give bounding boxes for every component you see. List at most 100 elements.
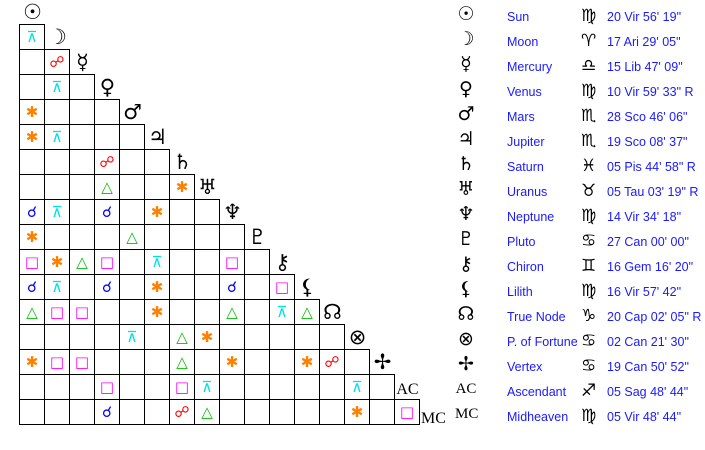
square-icon: □ <box>74 302 90 321</box>
planet-row: AC Ascendant ♐ 05 Sag 48' 44" <box>450 375 705 401</box>
aspect-cell-square: □ <box>394 399 420 425</box>
aspect-cell-sextile: ✱ <box>344 399 370 425</box>
aspect-cell-empty <box>194 224 220 250</box>
planet-row: ☊ True Node ♑ 20 Cap 02' 05" R <box>450 300 705 326</box>
aspect-cell-square: □ <box>44 299 70 325</box>
trine-icon: △ <box>176 352 188 371</box>
mars-icon: ♂ <box>123 100 142 124</box>
sun-icon: ☉ <box>23 0 42 24</box>
aspect-cell-empty <box>194 349 220 375</box>
planet-name: Ascendant <box>507 385 567 399</box>
aspect-cell-quincunx: ⊼ <box>344 374 370 400</box>
planet-row: ♆ Neptune ♍ 14 Vir 34' 18" <box>450 200 705 226</box>
planet-position: 15 Lib 47' 09" <box>607 60 683 74</box>
moon-icon: ☽ <box>457 28 475 50</box>
planet-position: 05 Tau 03' 19" R <box>607 185 699 199</box>
aspect-cell-conjunction: ☌ <box>94 399 120 425</box>
aspect-cell-opposition: ☍ <box>44 49 70 75</box>
aspect-cell-empty <box>69 149 95 175</box>
aspect-cell-sextile: ✱ <box>144 274 170 300</box>
trine-icon: △ <box>126 227 138 246</box>
aspect-cell-square: □ <box>269 274 295 300</box>
quincunx-icon: ⊼ <box>276 302 288 321</box>
aspect-cell-empty <box>119 149 145 175</box>
aspect-cell-empty <box>244 324 270 350</box>
planet-position: 27 Can 00' 00" <box>607 235 689 249</box>
planet-row: ⊗ P. of Fortune ♋ 02 Can 21' 30" <box>450 325 705 351</box>
planet-name: Vertex <box>507 360 543 374</box>
aspect-cell-trine: △ <box>69 249 95 275</box>
quincunx-icon: ⊼ <box>51 202 63 221</box>
aspect-cell-empty <box>144 349 170 375</box>
planet-position: 10 Vir 59' 33" R <box>607 85 694 99</box>
aspect-cell-empty <box>319 324 345 350</box>
aspect-cell-quincunx: ⊼ <box>44 124 70 150</box>
quincunx-icon: ⊼ <box>51 277 63 296</box>
trine-icon: △ <box>226 302 238 321</box>
aspect-cell-opposition: ☍ <box>319 349 345 375</box>
planet-name: Mercury <box>507 60 553 74</box>
planet-row: ♅ Uranus ♉ 05 Tau 03' 19" R <box>450 175 705 201</box>
planet-position: 05 Sag 48' 44" <box>607 385 689 399</box>
aspect-cell-empty <box>69 99 95 125</box>
square-icon: □ <box>274 277 290 296</box>
aspect-cell-empty <box>319 374 345 400</box>
virgo-icon: ♍ <box>581 406 597 426</box>
pisces-icon: ♓ <box>581 156 597 176</box>
sextile-icon: ✱ <box>300 352 314 371</box>
aspect-cell-empty <box>94 324 120 350</box>
planet-position: 16 Vir 57' 42" <box>607 285 682 299</box>
aspect-cell-sextile: ✱ <box>144 199 170 225</box>
aspect-cell-trine: △ <box>294 299 320 325</box>
aspect-cell-empty <box>119 399 145 425</box>
planet-name: Moon <box>507 35 539 49</box>
aspect-cell-empty <box>119 349 145 375</box>
aspect-cell-empty <box>169 249 195 275</box>
aspect-cell-empty <box>144 324 170 350</box>
aspect-cell-empty <box>44 324 70 350</box>
opposition-icon: ☍ <box>49 52 65 71</box>
aspect-cell-sextile: ✱ <box>19 99 45 125</box>
trine-icon: △ <box>301 302 313 321</box>
quincunx-icon: ⊼ <box>201 377 213 396</box>
planet-name: Chiron <box>507 260 544 274</box>
square-icon: □ <box>224 252 240 271</box>
aspect-cell-empty <box>244 274 270 300</box>
quincunx-icon: ⊼ <box>51 77 63 96</box>
planet-position: 05 Vir 48' 44" <box>607 410 682 424</box>
planet-position: 20 Cap 02' 05" R <box>607 310 702 324</box>
planet-position: 16 Gem 16' 20" <box>607 260 694 274</box>
planet-name: True Node <box>507 310 566 324</box>
planet-position: 19 Sco 08' 37" <box>607 135 688 149</box>
sextile-icon: ✱ <box>25 102 39 121</box>
planet-row: ♃ Jupiter ♏ 19 Sco 08' 37" <box>450 125 705 151</box>
aspect-cell-empty <box>44 174 70 200</box>
aspect-cell-empty <box>69 124 95 150</box>
opposition-icon: ☍ <box>99 152 115 171</box>
aspect-cell-empty <box>269 324 295 350</box>
aspect-grid: ☉ ☽ ☿ ♀ ♂ ♃ ♄ ♅ ♆ ♇ ⚷ ⚸ ☊ ⊗ ✢ AC MC ⊼ ☍ ⊼ ✱ ✱ ⊼ ☍ △ ✱ ☌ ⊼ ☌ ✱ ✱ △ □ ✱ △ □ ⊼ □… <box>19 0 446 427</box>
vertex-icon: ✢ <box>373 350 392 374</box>
aspect-cell-opposition: ☍ <box>169 399 195 425</box>
aspect-cell-empty <box>69 374 95 400</box>
aries-icon: ♈ <box>581 31 597 51</box>
sextile-icon: ✱ <box>200 327 214 346</box>
saturn-icon: ♄ <box>173 150 192 174</box>
opposition-icon: ☍ <box>324 352 340 371</box>
virgo-icon: ♍ <box>581 6 597 26</box>
conjunction-icon: ☌ <box>101 277 113 296</box>
conjunction-icon: ☌ <box>101 402 113 421</box>
planet-name: Saturn <box>507 160 544 174</box>
sextile-icon: ✱ <box>25 227 39 246</box>
aspect-cell-square: □ <box>94 249 120 275</box>
aspect-cell-empty <box>144 174 170 200</box>
aspect-cell-empty <box>19 149 45 175</box>
aspect-cell-empty <box>294 399 320 425</box>
lilith-icon: ⚸ <box>459 278 473 300</box>
neptune-icon: ♆ <box>223 200 242 224</box>
mercury-icon: ☿ <box>76 50 89 74</box>
saturn-icon: ♄ <box>457 153 475 175</box>
aspect-cell-empty <box>94 224 120 250</box>
neptune-icon: ♆ <box>457 203 475 225</box>
aspect-cell-empty <box>94 124 120 150</box>
